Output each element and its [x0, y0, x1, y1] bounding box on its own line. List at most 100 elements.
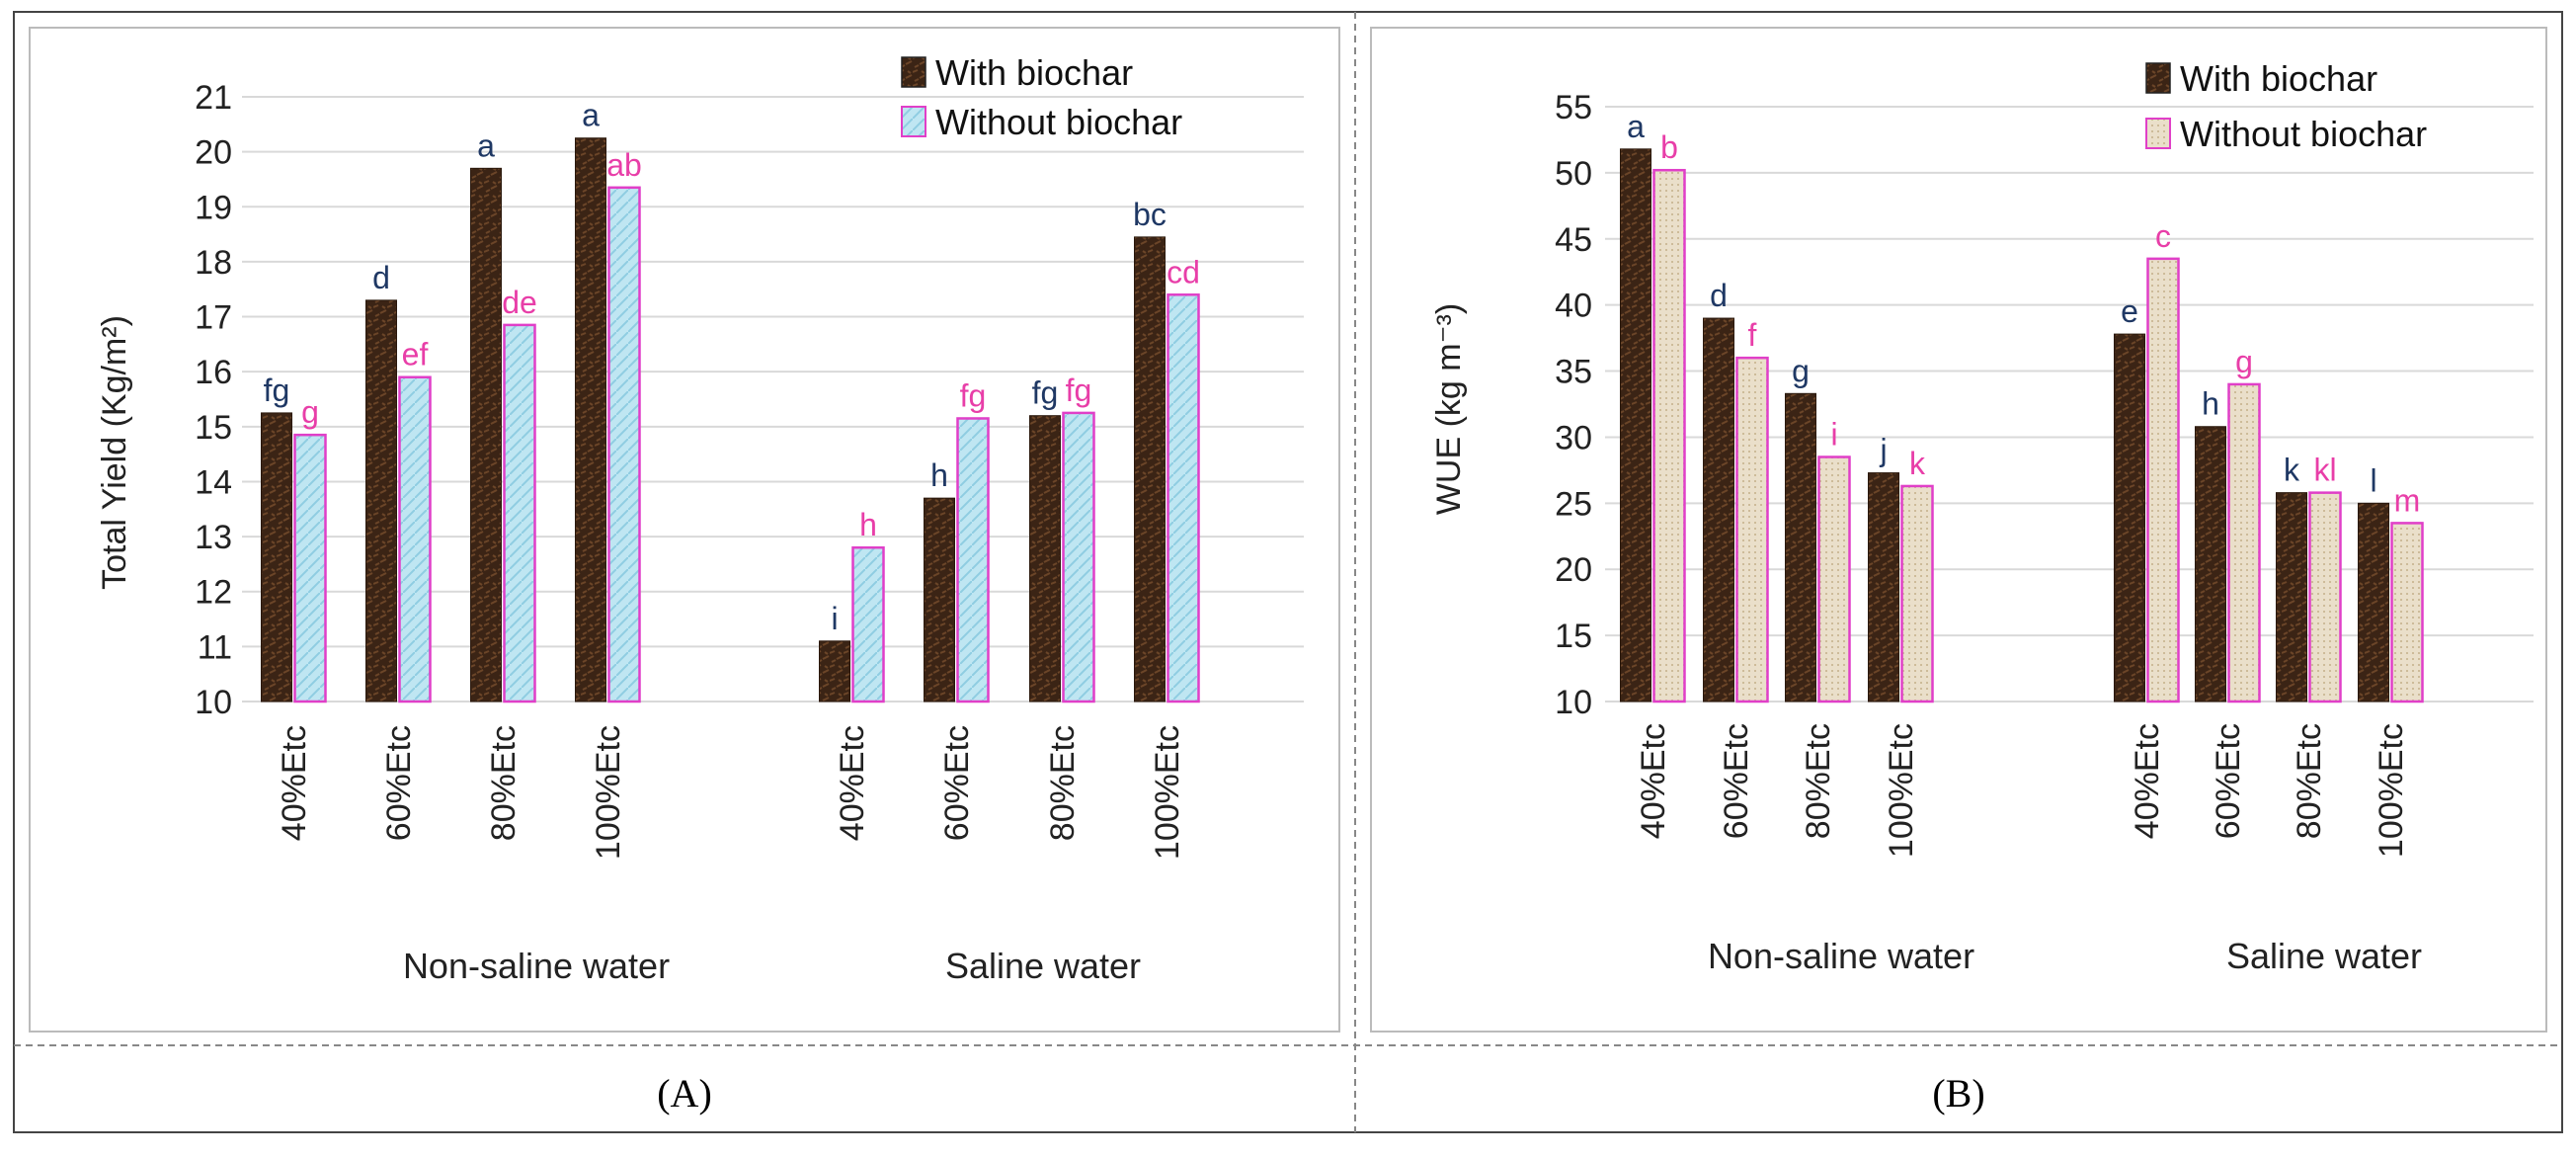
- legend: With biochar Without biochar: [2145, 58, 2427, 154]
- y-tick-labels: 10 15 20 25 30 35 40 45 50 55: [1555, 89, 1592, 721]
- legend-swatch-with-biochar: [901, 56, 926, 88]
- legend-label-with-biochar: With biochar: [935, 52, 1133, 93]
- y-tick-label: 18: [195, 244, 232, 282]
- bar-without-biochar: [293, 433, 327, 703]
- legend-label-without-biochar: Without biochar: [935, 102, 1182, 142]
- bars: [1620, 148, 2424, 703]
- significance-label-with: h: [2202, 386, 2219, 422]
- bar-with-biochar: [261, 412, 292, 703]
- significance-label-with: k: [2284, 453, 2300, 488]
- bar-with-biochar: [470, 167, 502, 703]
- legend-swatch-with-biochar: [2145, 62, 2171, 94]
- significance-label-without: c: [2155, 218, 2171, 254]
- significance-label-with: a: [582, 98, 600, 133]
- y-tick-label: 15: [195, 409, 232, 447]
- x-category-label: 40%Etc: [1635, 723, 1672, 839]
- significance-label-with: h: [930, 457, 948, 493]
- bar-with-biochar: [2114, 333, 2145, 703]
- legend-swatch-without-biochar: [2145, 118, 2171, 149]
- significance-label-with: g: [1792, 353, 1810, 388]
- significance-label-with: bc: [1133, 197, 1167, 232]
- x-category-label: 80%Etc: [485, 725, 523, 841]
- x-category-label: 60%Etc: [1718, 723, 1755, 839]
- bar-without-biochar: [398, 375, 432, 703]
- significance-label-with: fg: [1032, 375, 1059, 411]
- bar-with-biochar: [575, 137, 606, 703]
- x-tick-labels: 40%Etc 60%Etc 80%Etc 100%Etc 40%Etc 60%Etc 80%…: [1635, 723, 2410, 858]
- y-axis-title: WUE (kg m⁻³): [1430, 303, 1468, 515]
- y-tick-label: 12: [195, 574, 232, 612]
- y-tick-label: 55: [1555, 89, 1592, 126]
- bar-without-biochar: [2390, 522, 2424, 703]
- x-category-label: 60%Etc: [2210, 723, 2247, 839]
- x-category-label: 100%Etc: [1149, 725, 1186, 860]
- significance-label-without: g: [301, 394, 319, 430]
- bar-without-biochar: [1817, 455, 1851, 703]
- significance-label-without: de: [502, 285, 537, 320]
- group-label-non-saline: Non-saline water: [403, 946, 670, 986]
- bar-with-biochar: [2195, 426, 2226, 703]
- y-tick-label: 30: [1555, 419, 1592, 456]
- bar-with-biochar: [2276, 492, 2307, 703]
- x-category-label: 100%Etc: [590, 725, 627, 860]
- bar-without-biochar: [1062, 411, 1095, 703]
- significance-label-without: i: [1830, 417, 1837, 453]
- bar-without-biochar: [2227, 382, 2261, 703]
- bar-without-biochar: [1900, 484, 1934, 703]
- bar-with-biochar: [365, 299, 397, 703]
- y-tick-label: 16: [195, 354, 232, 391]
- y-axis-title: Total Yield (Kg/m²): [96, 315, 133, 590]
- bar-with-biochar: [1134, 236, 1166, 703]
- bar-without-biochar: [1735, 356, 1769, 703]
- y-tick-label: 17: [195, 299, 232, 337]
- bar-with-biochar: [1703, 317, 1734, 703]
- significance-label-without: ef: [402, 337, 429, 372]
- y-tick-label: 10: [195, 684, 232, 721]
- y-tick-label: 20: [195, 134, 232, 172]
- significance-label-without: fg: [1066, 372, 1092, 408]
- bars: [261, 137, 1200, 703]
- panel-b-border: [1370, 27, 2547, 1033]
- x-category-label: 80%Etc: [1044, 725, 1082, 841]
- bar-with-biochar: [2358, 502, 2389, 703]
- y-tick-label: 10: [1555, 684, 1592, 721]
- significance-label-with: e: [2121, 293, 2138, 329]
- significance-label-with: d: [1710, 278, 1728, 313]
- bar-without-biochar: [1652, 168, 1686, 703]
- legend-label-with-biochar: With biochar: [2180, 58, 2377, 99]
- significance-label-without: b: [1660, 129, 1678, 165]
- y-tick-label: 11: [198, 628, 232, 666]
- group-label-non-saline: Non-saline water: [1708, 936, 1974, 976]
- legend-label-without-biochar: Without biochar: [2180, 114, 2427, 154]
- bar-with-biochar: [1620, 148, 1651, 703]
- bar-with-biochar: [1029, 415, 1061, 703]
- caption-b: (B): [1932, 1071, 1984, 1116]
- y-tick-label: 45: [1555, 221, 1592, 259]
- significance-label-with: d: [372, 260, 390, 295]
- bar-with-biochar: [1785, 392, 1816, 703]
- x-category-label: 40%Etc: [2129, 723, 2166, 839]
- x-category-label: 80%Etc: [2291, 723, 2328, 839]
- x-category-label: 60%Etc: [380, 725, 418, 841]
- x-category-label: 40%Etc: [276, 725, 313, 841]
- y-tick-label: 20: [1555, 551, 1592, 589]
- y-tick-label: 14: [195, 463, 232, 501]
- significance-label-with: i: [831, 601, 838, 636]
- significance-label-without: kl: [2313, 453, 2336, 488]
- x-category-label: 100%Etc: [2373, 723, 2410, 858]
- significance-label-without: m: [2394, 482, 2421, 518]
- bar-without-biochar: [2146, 257, 2180, 703]
- bar-without-biochar: [1167, 293, 1200, 703]
- significance-label-with: j: [1879, 433, 1887, 468]
- group-label-saline: Saline water: [2226, 936, 2422, 976]
- legend: With biochar Without biochar: [901, 52, 1182, 142]
- y-tick-label: 19: [195, 189, 232, 226]
- y-tick-label: 15: [1555, 618, 1592, 655]
- bar-without-biochar: [503, 323, 536, 703]
- significance-label-without: h: [859, 507, 877, 542]
- panel-a-chart: 10 11 12 13 14 15 16 17 18 19 20 21 Total Yield (Kg…: [96, 52, 1304, 986]
